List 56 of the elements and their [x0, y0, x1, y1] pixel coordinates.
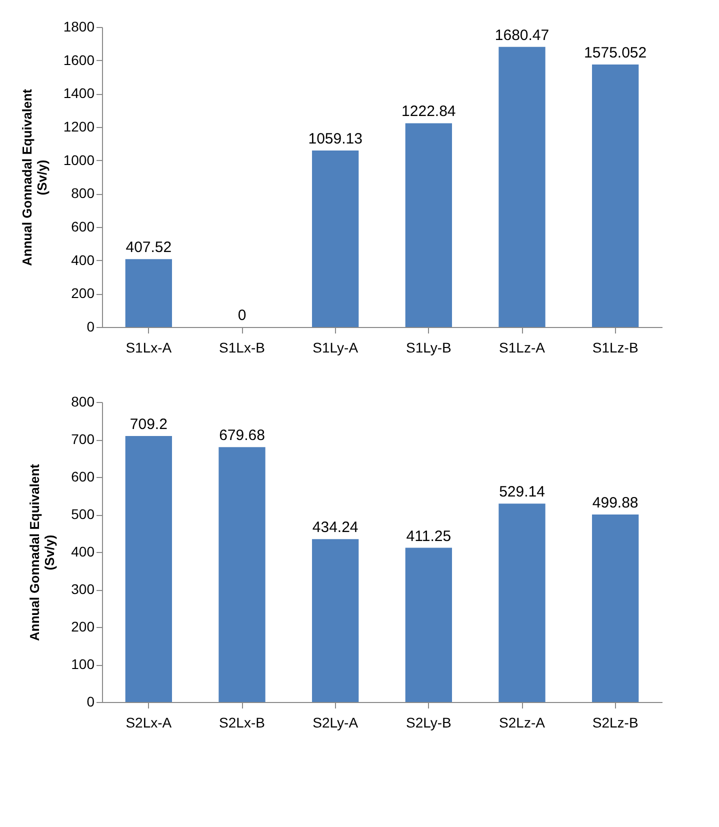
data-label: 709.2 — [130, 416, 168, 434]
y-tick-label: 500 — [71, 506, 95, 522]
y-tick-label: 800 — [71, 394, 95, 410]
y-tick-label: 200 — [71, 618, 95, 634]
x-tick-label: S2Lz-B — [592, 714, 638, 730]
bar — [125, 259, 172, 327]
y-tick-label: 300 — [71, 581, 95, 597]
x-tick-label: S2Ly-B — [406, 714, 452, 730]
data-label: 1680.47 — [494, 26, 550, 44]
bar — [405, 548, 452, 702]
data-label: 407.52 — [126, 239, 172, 256]
x-tick-label: S1Ly-B — [406, 340, 452, 356]
y-tick-label: 400 — [71, 252, 95, 268]
y-tick-label: 1800 — [63, 18, 95, 34]
data-label: 434.24 — [312, 519, 358, 536]
y-axis-title: Annual Gonnadal Equivalent (Sv/y) — [27, 463, 58, 641]
y-axis-title: Annual Gonnadal Equivalent (Sv/y) — [19, 88, 50, 266]
x-tick-label: S2Ly-A — [312, 714, 359, 730]
y-tick-label: 200 — [71, 285, 95, 302]
x-tick-label: S1Ly-A — [312, 340, 359, 356]
y-tick-label: 1600 — [63, 52, 95, 68]
y-tick-label: 800 — [71, 185, 95, 202]
bar — [498, 504, 546, 702]
data-label: 529.14 — [499, 484, 545, 501]
bar — [125, 436, 172, 702]
x-tick-label: S2Lz-A — [499, 714, 546, 730]
data-label: 1059.13 — [308, 130, 362, 148]
y-tick-label: 0 — [86, 694, 95, 710]
bar — [218, 447, 266, 702]
x-tick-label: S1Lz-A — [499, 340, 546, 356]
y-tick-label: 600 — [71, 468, 95, 484]
data-label: 1575.052 — [584, 44, 647, 62]
data-label: 499.88 — [592, 494, 638, 512]
bar — [312, 539, 359, 702]
y-tick-label: 0 — [86, 318, 95, 334]
data-label: 1222.84 — [402, 103, 456, 120]
bar — [312, 150, 359, 327]
x-tick-label: S1Lz-B — [592, 340, 638, 356]
y-tick-label: 1400 — [63, 85, 95, 102]
bar — [592, 514, 639, 702]
bar — [592, 64, 639, 327]
y-tick-label: 700 — [71, 431, 95, 447]
y-tick-label: 100 — [71, 656, 95, 672]
x-tick-label: S1Lx-B — [219, 340, 265, 356]
x-tick-label: S2Lx-A — [126, 714, 172, 730]
y-tick-label: 400 — [71, 544, 95, 560]
bar — [498, 46, 546, 327]
y-tick-label: 1000 — [63, 152, 95, 168]
x-tick-label: S2Lx-B — [219, 714, 265, 730]
bar — [405, 123, 452, 327]
data-label: 411.25 — [406, 528, 452, 545]
x-tick-label: S1Lx-A — [126, 340, 172, 356]
data-label: 679.68 — [219, 427, 265, 444]
y-tick-label: 1200 — [63, 118, 95, 134]
data-label: 0 — [238, 307, 246, 324]
y-tick-label: 600 — [71, 218, 95, 234]
